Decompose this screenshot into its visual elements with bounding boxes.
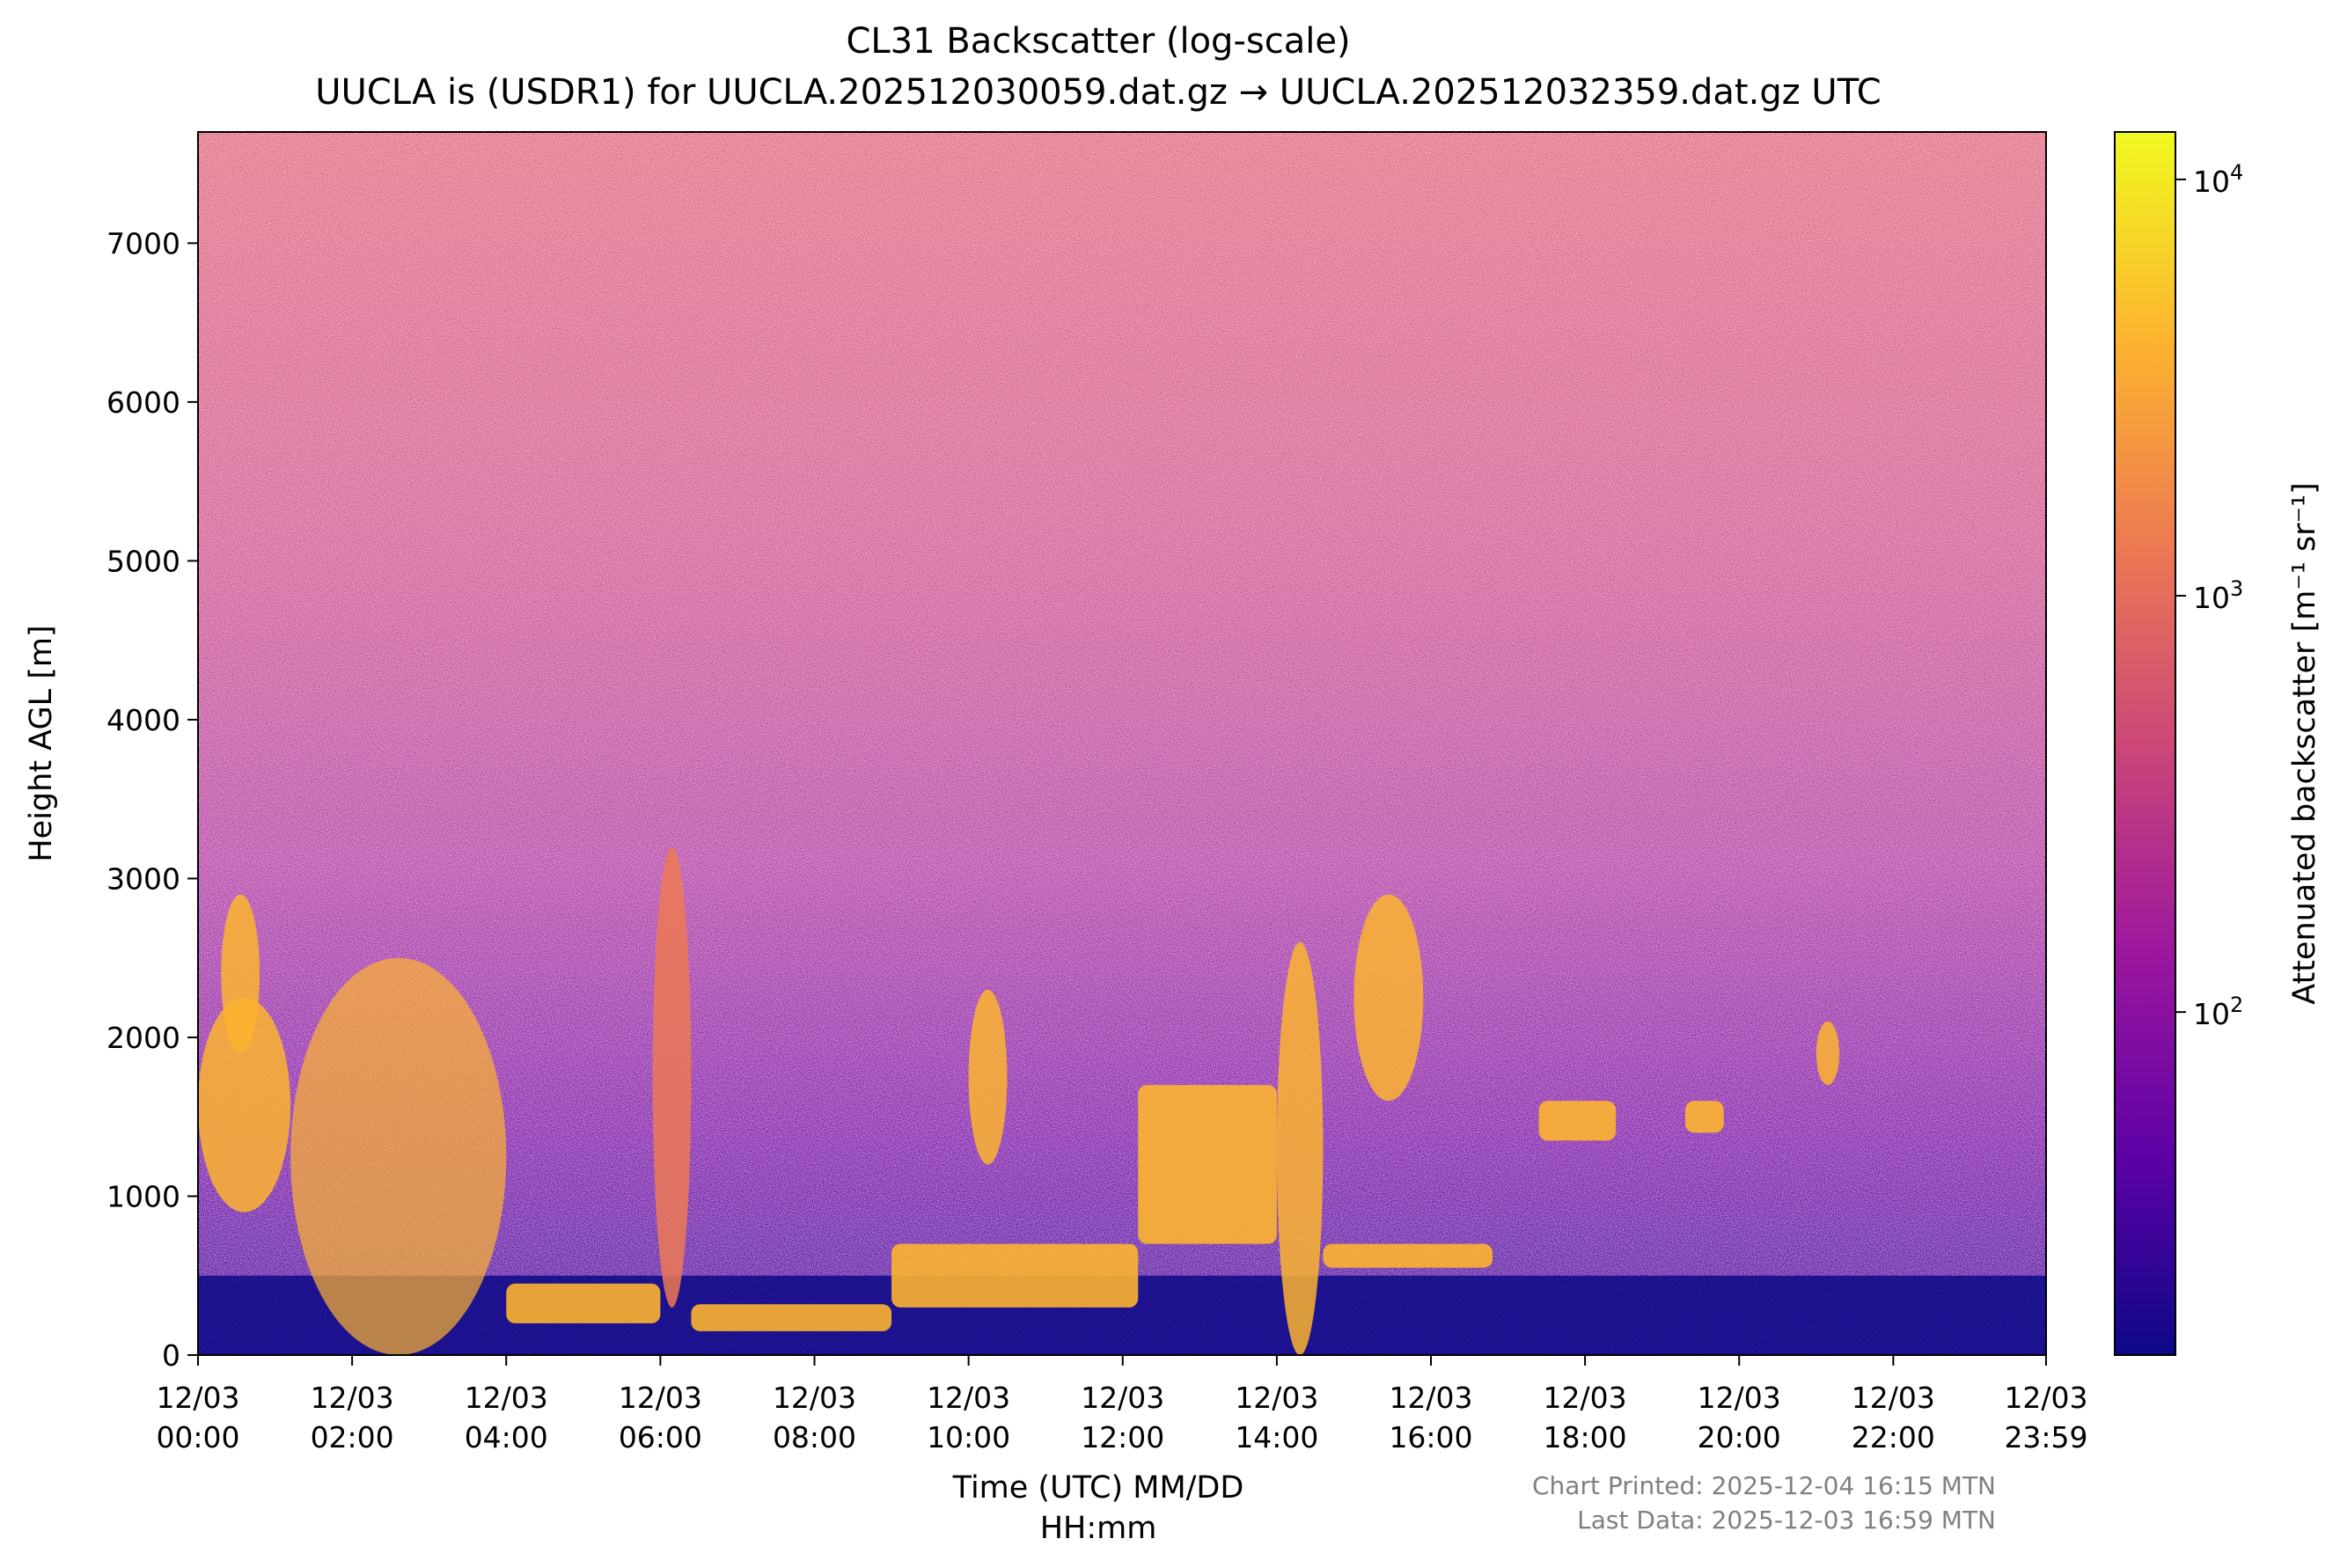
y-tick-label: 7000 — [106, 226, 180, 260]
feature-layer — [891, 1243, 1139, 1308]
x-axis-label-line2: HH:mm — [1040, 1511, 1157, 1546]
x-tick-label-date: 12/03 — [773, 1381, 856, 1415]
y-tick-label: 5000 — [106, 544, 180, 578]
x-tick-label-date: 12/03 — [2004, 1381, 2087, 1415]
colorbar: 102 103 104 Attenuated backscatter [m⁻¹ sr… — [2114, 131, 2322, 1356]
x-tick-label-date: 12/03 — [1235, 1381, 1318, 1415]
chart-printed-text: Chart Printed: 2025-12-04 16:15 MTN — [1532, 1471, 1996, 1500]
y-axis-label: Height AGL [m] — [24, 625, 59, 861]
y-tick-label: 4000 — [106, 703, 180, 737]
x-tick-label-time: 00:00 — [156, 1420, 239, 1454]
chart-title: CL31 Backscatter (log-scale) — [846, 21, 1350, 62]
feature-cloud — [198, 997, 291, 1213]
x-tick-label-time: 16:00 — [1389, 1420, 1472, 1454]
x-tick-label-time: 06:00 — [619, 1420, 702, 1454]
x-tick-label-time: 04:00 — [465, 1420, 548, 1454]
x-tick-label-time: 18:00 — [1544, 1420, 1627, 1454]
x-tick-label-time: 23:59 — [2004, 1420, 2087, 1454]
x-tick-label-date: 12/03 — [1544, 1381, 1627, 1415]
x-tick-label-time: 08:00 — [773, 1420, 856, 1454]
feature-layer — [1684, 1101, 1724, 1133]
colorbar-tick-label: 104 — [2193, 160, 2243, 199]
colorbar-label: Attenuated backscatter [m⁻¹ sr⁻¹] — [2287, 482, 2322, 1004]
y-tick-label: 6000 — [106, 385, 180, 420]
x-axis-label: Time (UTC) MM/DD — [952, 1470, 1244, 1506]
x-tick-label-time: 14:00 — [1235, 1420, 1318, 1454]
x-tick-label-time: 12:00 — [1081, 1420, 1164, 1454]
feature-layer — [1138, 1085, 1277, 1244]
y-tick-label: 2000 — [106, 1021, 180, 1055]
x-tick-label-time: 10:00 — [927, 1420, 1010, 1454]
x-tick-label-date: 12/03 — [927, 1381, 1010, 1415]
x-tick-label-date: 12/03 — [1389, 1381, 1472, 1415]
feature-column — [652, 846, 692, 1308]
backscatter-features — [198, 846, 2046, 1355]
x-tick-label-date: 12/03 — [311, 1381, 394, 1415]
x-tick-label-time: 02:00 — [311, 1420, 394, 1454]
feature-cloud — [221, 894, 260, 1054]
feature-cloud — [968, 989, 1008, 1165]
x-tick-label-date: 12/03 — [156, 1381, 239, 1415]
chart-subtitle: UUCLA is (USDR1) for UUCLA.202512030059.… — [315, 72, 1881, 113]
feature-column — [1276, 942, 1324, 1355]
x-tick-label-time: 22:00 — [1852, 1420, 1935, 1454]
last-data-text: Last Data: 2025-12-03 16:59 MTN — [1577, 1506, 1996, 1535]
colorbar-tick-label: 102 — [2193, 993, 2243, 1031]
feature-plume — [290, 957, 507, 1355]
y-axis: 0 1000 2000 3000 4000 5000 6000 7000 — [106, 226, 198, 1373]
x-axis: 12/03 00:00 12/03 02:00 12/03 04:00 12/03 06:00… — [156, 1355, 2088, 1454]
heatmap-plot-area — [198, 132, 2046, 1355]
x-tick-label-time: 20:00 — [1698, 1420, 1781, 1454]
colorbar-ticks: 102 103 104 — [2175, 160, 2243, 1031]
feature-layer — [1538, 1101, 1617, 1141]
x-tick-label-date: 12/03 — [1698, 1381, 1781, 1415]
x-tick-label-date: 12/03 — [1081, 1381, 1164, 1415]
y-tick-label: 1000 — [106, 1179, 180, 1213]
y-tick-label: 0 — [162, 1338, 180, 1373]
x-tick-label-date: 12/03 — [1852, 1381, 1935, 1415]
x-tick-label-date: 12/03 — [465, 1381, 548, 1415]
feature-layer — [1323, 1243, 1493, 1268]
feature-layer — [691, 1304, 892, 1331]
y-tick-label: 3000 — [106, 861, 180, 896]
colorbar-tick-label: 103 — [2193, 576, 2243, 615]
feature-cloud — [1816, 1021, 1840, 1086]
feature-layer — [506, 1283, 661, 1323]
feature-cloud — [1353, 894, 1424, 1102]
x-tick-label-date: 12/03 — [619, 1381, 702, 1415]
colorbar-gradient — [2114, 131, 2176, 1356]
